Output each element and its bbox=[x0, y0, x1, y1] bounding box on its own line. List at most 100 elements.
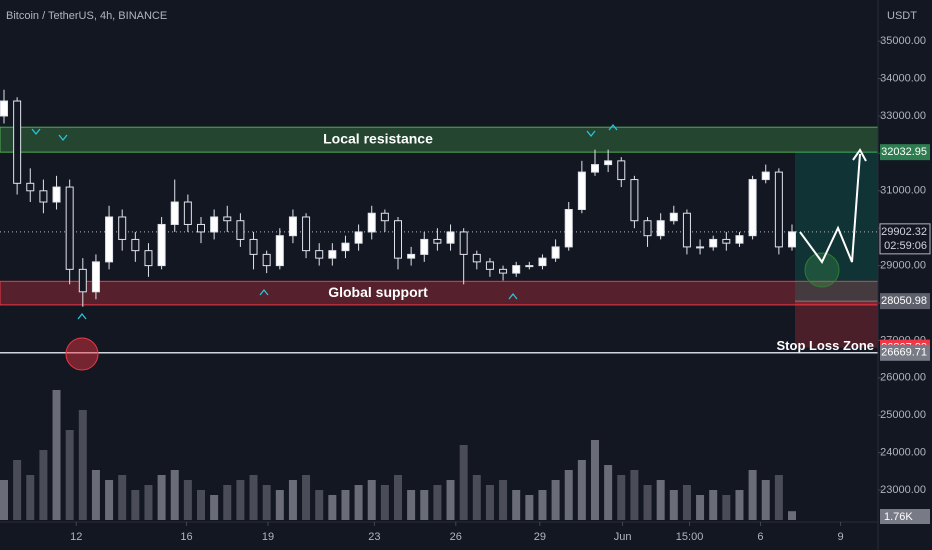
candle-body bbox=[26, 182, 35, 192]
volume-bar bbox=[420, 490, 429, 520]
x-tick-label: 15:00 bbox=[676, 531, 704, 543]
candle-body bbox=[0, 100, 8, 117]
y-tick-label: 26000.00 bbox=[880, 372, 926, 384]
candle-body bbox=[591, 164, 599, 173]
candle-body bbox=[183, 201, 192, 225]
candle-body bbox=[144, 250, 153, 267]
countdown-label: 02:59:06 bbox=[884, 240, 927, 252]
candle-body bbox=[394, 220, 402, 259]
price-label: 26669.71 bbox=[881, 347, 927, 359]
candle-body bbox=[446, 231, 455, 244]
volume-bar bbox=[275, 490, 284, 520]
swing-marker bbox=[58, 134, 68, 142]
volume-bar bbox=[696, 495, 705, 520]
candle-body bbox=[367, 212, 376, 233]
price-label-bg bbox=[880, 293, 930, 310]
x-tick-label: 9 bbox=[838, 531, 844, 543]
candle-body bbox=[709, 238, 718, 248]
volume-bar bbox=[709, 490, 718, 520]
price-label: 32032.95 bbox=[881, 146, 927, 158]
chart-title: Bitcoin / TetherUS, 4h, BINANCE bbox=[6, 10, 167, 22]
zone-label: Global support bbox=[328, 284, 428, 300]
candle-body bbox=[236, 220, 245, 240]
candle-body bbox=[682, 212, 691, 248]
y-tick-label: 35000.00 bbox=[880, 35, 926, 47]
volume-bar bbox=[472, 475, 481, 520]
volume-bar bbox=[183, 480, 192, 520]
volume-bar bbox=[105, 480, 114, 520]
candle-body bbox=[13, 100, 22, 184]
x-tick-label: 12 bbox=[70, 531, 82, 543]
volume-bar bbox=[144, 485, 153, 520]
candle-body bbox=[459, 231, 468, 255]
y-tick-label: 23000.00 bbox=[880, 484, 926, 496]
candle-body bbox=[604, 160, 613, 166]
y-tick-label: 24000.00 bbox=[880, 447, 926, 459]
candle-body bbox=[525, 265, 534, 268]
candle-body bbox=[315, 250, 324, 259]
y-tick-label: 25000.00 bbox=[880, 409, 926, 421]
volume-bar bbox=[13, 460, 22, 520]
volume-bar bbox=[39, 450, 48, 520]
volume-bar bbox=[538, 490, 547, 520]
candle-body bbox=[748, 179, 757, 237]
volume-bar bbox=[459, 445, 468, 520]
volume-bar bbox=[446, 480, 455, 520]
candle-body bbox=[617, 160, 626, 181]
candle-body bbox=[288, 216, 297, 237]
candle-body bbox=[131, 238, 140, 252]
volume-bar bbox=[328, 495, 337, 520]
candle-body bbox=[354, 231, 363, 244]
y-tick-label: 29000.00 bbox=[880, 260, 926, 272]
x-tick-label: 19 bbox=[262, 531, 274, 543]
price-label-bg bbox=[880, 144, 930, 161]
volume-bar bbox=[499, 480, 508, 520]
currency-label: USDT bbox=[887, 10, 917, 22]
volume-bar bbox=[52, 390, 61, 520]
candle-body bbox=[761, 171, 770, 181]
candle-body bbox=[656, 220, 665, 237]
volume-bar bbox=[433, 485, 442, 520]
candle-body bbox=[735, 235, 744, 244]
x-tick-label: 23 bbox=[368, 531, 380, 543]
volume-bar bbox=[407, 490, 416, 520]
volume-bar bbox=[249, 475, 258, 520]
volume-label-bg bbox=[880, 509, 930, 524]
candle-body bbox=[302, 216, 311, 252]
swing-marker bbox=[259, 288, 269, 296]
stop-zone bbox=[795, 301, 878, 348]
volume-bar bbox=[591, 440, 599, 520]
candle-body bbox=[774, 171, 783, 248]
volume-bar bbox=[577, 460, 586, 520]
candle-body bbox=[341, 242, 350, 252]
y-tick-label: 33000.00 bbox=[880, 110, 926, 122]
plot-area bbox=[0, 89, 879, 520]
current-price-label: 29902.32 bbox=[881, 226, 927, 238]
candle-body bbox=[39, 190, 48, 203]
candle-body bbox=[433, 238, 442, 244]
highlight-circle bbox=[65, 337, 99, 371]
volume-bar bbox=[78, 410, 87, 520]
volume-bar bbox=[669, 490, 678, 520]
candle-body bbox=[118, 216, 127, 240]
volume-bar bbox=[210, 495, 219, 520]
volume-bar bbox=[118, 475, 127, 520]
candle-body bbox=[380, 212, 389, 222]
candle-body bbox=[722, 238, 731, 244]
swing-marker bbox=[31, 128, 41, 136]
x-tick-label: 29 bbox=[534, 531, 546, 543]
candle-body bbox=[669, 212, 678, 222]
volume-bar bbox=[354, 485, 363, 520]
candle-body bbox=[472, 253, 481, 263]
volume-bar bbox=[604, 465, 613, 520]
zone bbox=[0, 126, 879, 153]
volume-bar bbox=[197, 490, 205, 520]
swing-marker bbox=[586, 130, 596, 138]
candle-body bbox=[485, 261, 494, 270]
volume-bar bbox=[630, 470, 639, 520]
zone bbox=[0, 280, 879, 306]
volume-bar bbox=[91, 470, 100, 520]
candle-body bbox=[223, 216, 232, 222]
swing-markers bbox=[31, 123, 618, 320]
